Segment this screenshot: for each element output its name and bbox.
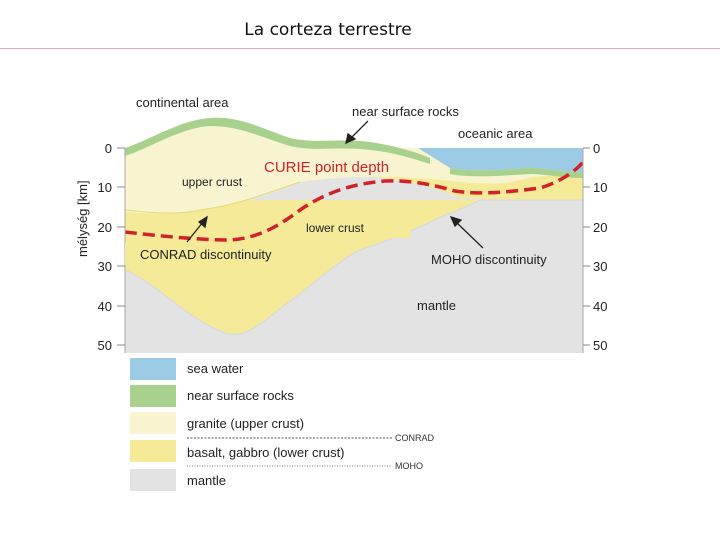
right-tick-label: 50 [593, 338, 607, 353]
depth-axis-label: mélység [km] [75, 180, 90, 257]
ocean-floor-rocks [450, 168, 583, 178]
right-tick-label: 40 [593, 299, 607, 314]
left-tick-label: 30 [98, 259, 112, 274]
upper-crust-label: upper crust [182, 175, 243, 189]
near-surface-rocks-label: near surface rocks [352, 104, 459, 119]
legend-label: granite (upper crust) [187, 416, 304, 431]
moho-discontinuity-label: MOHO discontinuity [431, 252, 547, 267]
upper-crust-top [125, 117, 430, 172]
legend-label: mantle [187, 473, 226, 488]
conrad-discontinuity-label: CONRAD discontinuity [140, 247, 272, 262]
legend-conrad-label: CONRAD [395, 433, 435, 443]
conrad-boundary [124, 181, 301, 214]
mantle-label-bg [365, 294, 513, 316]
right-tick-label: 30 [593, 259, 607, 274]
right-tick-label: 0 [593, 141, 600, 156]
left-tick-marks [117, 147, 125, 346]
conrad-arrowhead [197, 215, 208, 229]
near-surface-band [125, 117, 430, 164]
right-tick-label: 10 [593, 180, 607, 195]
lower-crust-label-bg [302, 218, 410, 238]
legend-label: near surface rocks [187, 388, 294, 403]
sea-water-region [418, 148, 583, 172]
conrad-arrow [186, 221, 204, 243]
right-tick-label: 20 [593, 220, 607, 235]
conrad-label-bg [125, 243, 283, 265]
legend-swatch-basalt [130, 440, 176, 462]
near-surface-arrowhead [345, 132, 357, 145]
mantle-label: mantle [417, 298, 456, 313]
left-tick-label: 50 [98, 338, 112, 353]
legend-moho-label: MOHO [395, 461, 423, 471]
legend-swatch-mantle [130, 469, 176, 491]
left-tick-label: 40 [98, 299, 112, 314]
legend: sea water near surface rocks granite (up… [130, 358, 435, 491]
left-tick-label: 20 [98, 220, 112, 235]
moho-boundary [124, 199, 583, 335]
legend-label: basalt, gabbro (lower crust) [187, 445, 345, 460]
slide-title: La corteza terrestre [244, 20, 412, 40]
moho-arrowhead [449, 215, 463, 228]
legend-swatch-granite [130, 412, 176, 434]
right-tick-marks [583, 147, 590, 346]
legend-swatch-near-surface [130, 385, 176, 407]
legend-swatch-sea-water [130, 358, 176, 380]
lower-crust-label: lower crust [306, 221, 365, 235]
upper-crust-label-bg [162, 171, 257, 191]
legend-label: sea water [187, 361, 244, 376]
right-depth-ticks: 0 10 20 30 40 50 [593, 141, 607, 353]
left-tick-label: 10 [98, 180, 112, 195]
left-tick-label: 0 [105, 141, 112, 156]
continental-area-label: continental area [136, 95, 229, 110]
curie-point-depth-label: CURIE point depth [264, 159, 389, 176]
moho-arrow [455, 221, 484, 249]
near-surface-arrow [349, 120, 369, 140]
curie-line [124, 158, 587, 242]
title-divider [0, 48, 720, 49]
moho-label-bg [425, 246, 565, 272]
oceanic-area-label: oceanic area [458, 126, 533, 141]
left-depth-ticks: 0 10 20 30 40 50 [98, 141, 112, 353]
